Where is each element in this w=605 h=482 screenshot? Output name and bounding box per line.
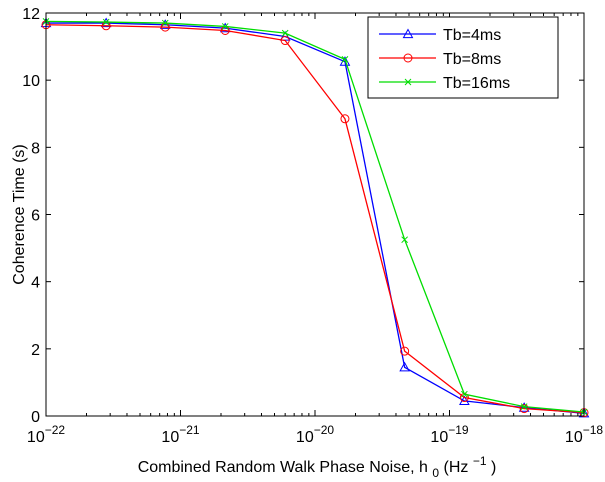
- legend-marker: [404, 78, 412, 86]
- x-axis-title: Combined Random Walk Phase Noise, h 0 (H…: [138, 452, 497, 481]
- y-axis-title: Coherence Time (s): [11, 144, 28, 285]
- series-line-tb-4ms: [46, 22, 585, 414]
- data-point: [102, 18, 110, 26]
- data-point: [461, 390, 468, 398]
- x-tick-label: 10−19: [430, 423, 468, 446]
- x-tick-label: 10−22: [27, 423, 65, 446]
- data-point: [161, 19, 169, 27]
- legend-label: Tb=16ms: [443, 75, 510, 92]
- y-tick-label: 12: [22, 6, 40, 23]
- data-point: [281, 29, 289, 37]
- legend-box: [367, 16, 559, 99]
- legend-label: Tb=4ms: [443, 27, 501, 44]
- legend-marker: [402, 28, 414, 39]
- y-tick-label: 10: [22, 73, 40, 90]
- y-tick-label: 0: [31, 409, 40, 426]
- y-tick-label: 2: [31, 342, 40, 359]
- legend: Tb=4ms Tb=8ms Tb=16ms: [367, 16, 559, 99]
- y-tick-label: 6: [31, 208, 40, 225]
- data-point: [221, 23, 229, 30]
- plot-marks: [40, 17, 590, 418]
- data-point: [341, 55, 349, 63]
- legend-label: Tb=8ms: [443, 51, 501, 68]
- data-point: [280, 36, 290, 46]
- y-tick-label: 4: [31, 275, 40, 292]
- x-tick-label: 10−20: [296, 423, 334, 446]
- data-point: [519, 404, 529, 414]
- x-axis-title-main: Combined Random Walk Phase Noise, h: [138, 459, 428, 476]
- x-axis-title-subscript: 0: [432, 466, 439, 480]
- series-line-tb-8ms: [45, 24, 585, 414]
- series-line-tb-16ms: [45, 20, 585, 413]
- data-point: [219, 22, 231, 33]
- data-point: [401, 236, 409, 244]
- data-point: [520, 403, 528, 410]
- data-point: [399, 361, 410, 372]
- data-point: [459, 395, 470, 405]
- legend-marker: [403, 53, 413, 63]
- data-point: [400, 346, 410, 356]
- x-tick-label: 10−18: [565, 423, 603, 446]
- x-axis-title-superscript: −1: [473, 454, 487, 468]
- data-point: [159, 19, 171, 29]
- y-tick-label: 8: [31, 140, 40, 157]
- x-axis-title-unit: (Hz: [444, 459, 469, 476]
- axis-ticks: 0 2 4 6 8 10 12 10−22 10−21 10−20 10−19 10−18: [22, 6, 603, 446]
- data-point: [340, 114, 350, 124]
- x-axis-title-end: ): [491, 459, 496, 476]
- x-tick-label: 10−21: [161, 423, 199, 446]
